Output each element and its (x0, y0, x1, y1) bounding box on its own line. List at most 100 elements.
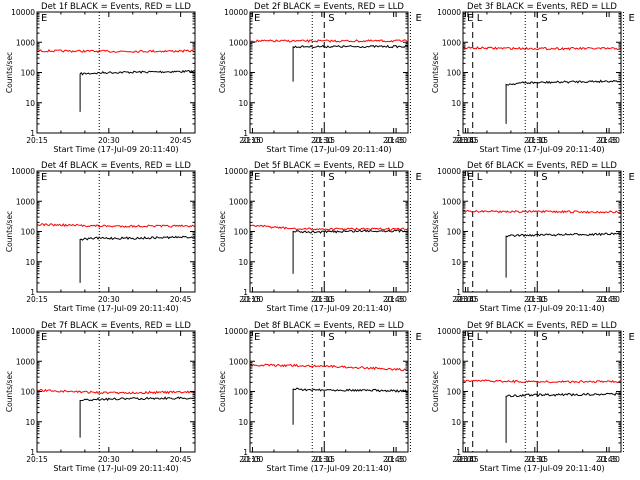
chart-panel: Det 5f BLACK = Events, RED = LLD 1 10 100 10… (218, 161, 635, 313)
chart-panel: Det 1f BLACK = Events, RED = LLD 1 10 100 10… (5, 2, 483, 154)
y-tick-label: 100 (234, 69, 249, 78)
y-tick-label: 10000 (224, 327, 248, 336)
marker-letter: E (467, 13, 473, 24)
x-tick-label: 21:30 (385, 455, 407, 464)
y-tick-label: 10 (451, 258, 461, 267)
x-axis-label: Start Time (17-Jul-09 20:11:40) (53, 304, 178, 313)
y-tick-label: 1000 (229, 357, 248, 366)
marker-letter: L (477, 13, 483, 24)
chart-title: Det 2f BLACK = Events, RED = LLD (254, 2, 404, 12)
x-tick-label: 21:15 (526, 455, 548, 464)
y-tick-label: 100 (447, 228, 462, 237)
y-tick-label: 10000 (224, 8, 248, 17)
y-tick-label: 10000 (224, 167, 248, 176)
plot-frame (462, 330, 622, 453)
x-tick-label: 21:30 (385, 295, 407, 304)
chart-title: Det 7f BLACK = Events, RED = LLD (41, 321, 191, 331)
x-tick-label: 21:00 (455, 455, 477, 464)
x-tick-label: 20:45 (383, 455, 405, 464)
lld-series-line (37, 223, 195, 228)
y-tick-label: 1 (30, 448, 35, 457)
chart-panel: Det 2f BLACK = Events, RED = LLD 1 10 100 10… (218, 2, 635, 154)
events-series-line (292, 44, 408, 82)
x-tick-label: 21:30 (598, 136, 620, 145)
y-tick-label: 1 (30, 288, 35, 297)
lld-series-line (250, 363, 408, 372)
x-tick-label: 20:15 (26, 455, 48, 464)
x-tick-label: 20:15 (239, 136, 261, 145)
events-series-line (79, 235, 195, 283)
marker-letter: E (41, 172, 47, 183)
x-tick-label: 21:45 (457, 295, 479, 304)
x-tick-label: 20:45 (596, 295, 618, 304)
y-tick-label: 1 (243, 288, 248, 297)
events-series-line (79, 69, 195, 112)
y-tick-label: 10000 (437, 8, 461, 17)
x-tick-label: 20:45 (383, 136, 405, 145)
lld-series-line (463, 209, 621, 214)
marker-letter: E (41, 13, 47, 24)
marker-letter: S (541, 13, 547, 24)
y-tick-label: 10 (451, 418, 461, 427)
y-axis-label: Counts/sec (5, 371, 14, 412)
y-tick-label: 10 (238, 99, 248, 108)
x-tick-label: 20:45 (596, 136, 618, 145)
y-axis-label: Counts/sec (431, 52, 440, 93)
x-tick-label: 21:15 (313, 295, 335, 304)
marker-letter: E (628, 13, 634, 24)
x-tick-label: 21:30 (598, 455, 620, 464)
marker-letter: E (628, 332, 634, 343)
x-tick-label: 20:15 (239, 455, 261, 464)
marker-letter: S (328, 172, 334, 183)
x-tick-label: 21:15 (313, 455, 335, 464)
chart-panel: Det 6f BLACK = Events, RED = LLD 1 10 100 10… (431, 161, 622, 313)
y-tick-label: 1000 (442, 357, 461, 366)
marker-letter: E (467, 172, 473, 183)
x-tick-label: 20:30 (311, 136, 333, 145)
x-axis-label: Start Time (17-Jul-09 20:11:40) (479, 304, 604, 313)
x-tick-label: 20:15 (452, 136, 474, 145)
y-tick-label: 100 (447, 388, 462, 397)
y-tick-label: 10 (238, 258, 248, 267)
y-axis-label: Counts/sec (218, 371, 227, 412)
marker-letter: L (477, 172, 483, 183)
y-tick-label: 1 (456, 129, 461, 138)
lld-series-line (37, 49, 195, 54)
chart-panel: Det 7f BLACK = Events, RED = LLD 1 10 100 10… (5, 321, 483, 473)
x-axis-label: Start Time (17-Jul-09 20:11:40) (266, 145, 391, 154)
chart-title: Det 1f BLACK = Events, RED = LLD (41, 2, 191, 12)
plot-frame (36, 170, 196, 293)
marker-letter: E (415, 172, 421, 183)
x-tick-label: 21:45 (457, 136, 479, 145)
y-axis-label: Counts/sec (218, 52, 227, 93)
y-tick-label: 10 (25, 418, 35, 427)
x-tick-label: 21:00 (242, 455, 264, 464)
x-tick-label: 21:00 (242, 136, 264, 145)
x-tick-label: 21:45 (457, 455, 479, 464)
x-axis-label: Start Time (17-Jul-09 20:11:40) (479, 464, 604, 473)
y-axis-label: Counts/sec (431, 371, 440, 412)
y-axis-label: Counts/sec (5, 52, 14, 93)
lld-series-line (463, 379, 621, 384)
y-tick-label: 1000 (229, 38, 248, 47)
lld-series-line (37, 388, 195, 395)
plot-frame (462, 170, 622, 293)
marker-letter: L (477, 332, 483, 343)
y-tick-label: 100 (21, 69, 36, 78)
x-tick-label: 21:15 (313, 136, 335, 145)
x-tick-label: 20:15 (452, 455, 474, 464)
x-tick-label: 20:30 (311, 455, 333, 464)
y-tick-label: 10000 (437, 327, 461, 336)
chart-panel: Det 8f BLACK = Events, RED = LLD 1 10 100 10… (218, 321, 635, 473)
x-tick-label: 20:15 (26, 295, 48, 304)
events-series-line (292, 387, 408, 425)
lld-series-line (463, 46, 621, 51)
plot-frame (462, 11, 622, 134)
marker-letter: E (628, 172, 634, 183)
marker-letter: S (328, 332, 334, 343)
marker-letter: E (467, 332, 473, 343)
chart-title: Det 4f BLACK = Events, RED = LLD (41, 161, 191, 171)
x-tick-label: 20:15 (239, 295, 261, 304)
marker-letter: E (41, 332, 47, 343)
